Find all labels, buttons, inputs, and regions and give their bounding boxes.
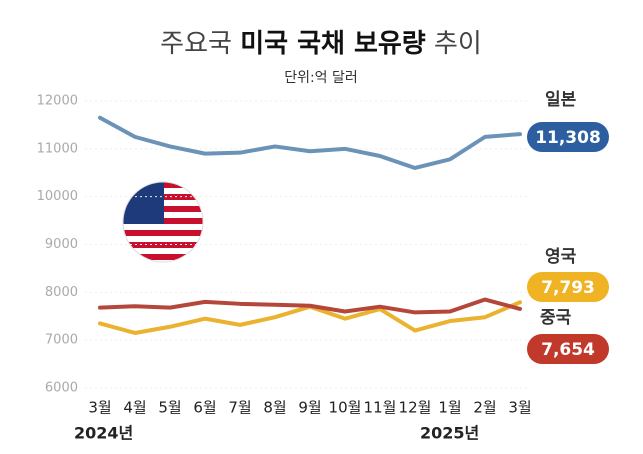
y-tick-label: 9000: [45, 237, 78, 252]
y-tick-label: 10000: [37, 189, 78, 204]
legend-label: 영국: [545, 247, 577, 267]
title-prefix: 주요국: [160, 29, 232, 59]
subtitle: 단위:억 달러: [284, 70, 358, 86]
value-badge: [527, 272, 609, 302]
title-suffix: 추이: [434, 29, 482, 59]
series-line: [98, 115, 522, 170]
x-tick-label: 4월: [123, 399, 146, 417]
x-tick-label: 2월: [473, 399, 496, 417]
legend-label: 일본: [545, 90, 577, 110]
x-tick-label: 3월: [508, 399, 531, 417]
title-emphasis: 미국 국채 보유량: [240, 29, 426, 59]
value-badge: [527, 334, 609, 364]
x-tick-label: 7월: [228, 399, 251, 417]
value-label: 7,654: [541, 340, 595, 360]
y-tick-label: 8000: [45, 285, 78, 300]
series-line: [98, 297, 522, 315]
legend-label: 중국: [540, 308, 572, 328]
y-tick-label: 6000: [45, 381, 78, 396]
us-flag: [122, 181, 204, 263]
x-tick-label: 1월: [438, 399, 461, 417]
y-tick-label: 7000: [45, 333, 78, 348]
x-tick-label: 9월: [298, 399, 321, 417]
y-tick-label: 11000: [37, 141, 78, 156]
x-tick-label: 12월: [399, 399, 432, 417]
value-badge: [527, 122, 609, 152]
y-tick-label: 12000: [37, 94, 78, 109]
x-tick-label: 8월: [263, 399, 286, 417]
x-tick-label: 6월: [193, 399, 216, 417]
year-label: 2025년: [420, 424, 479, 443]
year-label: 2024년: [74, 424, 133, 443]
x-tick-label: 5월: [158, 399, 181, 417]
value-label: 7,793: [541, 278, 595, 298]
x-tick-label: 11월: [364, 399, 397, 417]
value-label: 11,308: [535, 128, 601, 148]
x-tick-label: 10월: [329, 399, 362, 417]
chart-title: 주요국 미국 국채 보유량 추이: [160, 29, 482, 59]
x-tick-label: 3월: [88, 399, 111, 417]
